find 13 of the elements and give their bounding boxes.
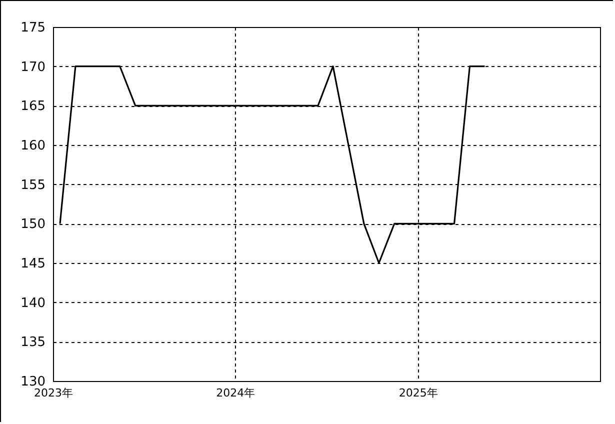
y-tick-label: 165 xyxy=(20,99,46,114)
x-tick-label: 2024年 xyxy=(216,386,256,400)
y-tick-label: 155 xyxy=(20,178,46,193)
y-tick-label: 145 xyxy=(20,256,46,272)
y-tick-label: 170 xyxy=(20,60,46,75)
y-tick-label: 130 xyxy=(20,374,46,390)
x-tick-label: 2023年 xyxy=(34,386,73,400)
y-tick-label: 150 xyxy=(20,217,46,232)
y-tick-label: 140 xyxy=(20,296,46,311)
y-tick-label: 175 xyxy=(20,20,46,36)
y-tick-label: 135 xyxy=(20,335,46,350)
x-tick-label: 2025年 xyxy=(398,386,438,400)
y-tick-label: 160 xyxy=(20,138,46,154)
